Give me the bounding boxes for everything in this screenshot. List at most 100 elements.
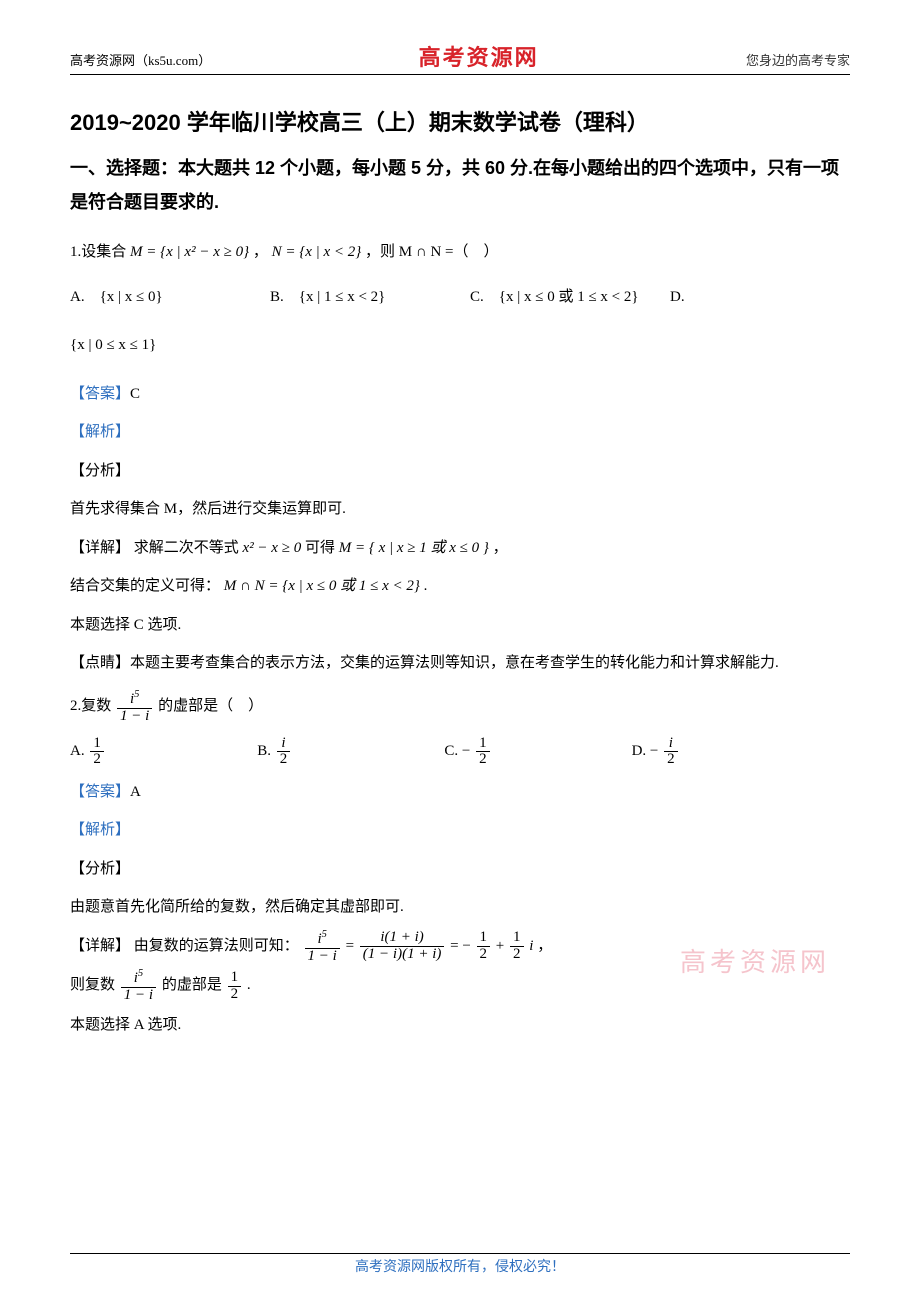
q1-fenxi: 首先求得集合 M，然后进行交集运算即可. [70, 492, 850, 527]
fn2: i(1 + i) [360, 930, 445, 947]
frac-sup5: 5 [134, 689, 139, 700]
fd2: (1 − i)(1 + i) [360, 947, 445, 963]
q2-answer-value: A [130, 784, 141, 800]
frac-den-1mi: 1 − i [117, 709, 152, 725]
eq2: = [450, 938, 458, 954]
q2-detail: 【详解】 由复数的运算法则可知： i5 1 − i = i(1 + i) (1 … [70, 929, 850, 965]
q2-line2-post: . [247, 978, 251, 994]
l2n: 1 [228, 970, 242, 987]
q2-fenxi: 由题意首先化简所给的复数，然后确定其虚部即可. [70, 890, 850, 925]
q2-frac1: i5 1 − i [305, 929, 340, 965]
q2-optD-frac: i 2 [664, 736, 678, 769]
n1c: 1 [476, 736, 490, 753]
q1-answer: 【答案】C [70, 377, 850, 412]
q1-detail2-set: M ∩ N = {x | x ≤ 0 或 1 ≤ x < 2} [224, 578, 420, 594]
fn3: 1 [477, 930, 491, 947]
q2-detail-pre: 由复数的运算法则可知： [134, 938, 299, 954]
q1-optB-text: B. {x | 1 ≤ x < 2} [270, 289, 385, 305]
q2-answer: 【答案】A [70, 775, 850, 810]
page: 高考资源网（ks5u.com） 高考资源网 您身边的高考专家 2019~2020… [0, 0, 920, 1302]
q2-optA-frac: 1 2 [90, 736, 104, 769]
q2-answer-label: 【答案】 [70, 784, 130, 800]
q1-fenxi-label: 【分析】 [70, 454, 850, 489]
q2-jiexi: 【解析】 [70, 813, 850, 848]
q1-detail-label: 【详解】 [70, 540, 130, 556]
q1-detail2-pre: 结合交集的定义可得： [70, 578, 220, 594]
q1-dianjing: 【点睛】本题主要考查集合的表示方法，交集的运算法则等知识，意在考查学生的转化能力… [70, 646, 850, 681]
fd4: 2 [510, 947, 524, 963]
q2-optD: D. − i 2 [632, 734, 819, 769]
q1-optA-text: A. {x | x ≤ 0} [70, 289, 163, 305]
q2-line2-frac2: 1 2 [228, 970, 242, 1003]
q2-stem-frac: i5 1 − i [117, 689, 152, 725]
page-footer: 高考资源网版权所有，侵权必究！ [70, 1253, 850, 1276]
q1-dianjing-label: 【点睛】 [70, 655, 130, 671]
header-left: 高考资源网（ks5u.com） [70, 50, 211, 69]
q1-optD-body-text: {x | 0 ≤ x ≤ 1} [70, 337, 156, 353]
q2-optB-frac: i 2 [277, 736, 291, 769]
q1-answer-value: C [130, 386, 140, 402]
q1-jiexi: 【解析】 [70, 415, 850, 450]
q1-choose: 本题选择 C 选项. [70, 608, 850, 643]
q2-line2-pre: 则复数 [70, 978, 119, 994]
answer-label: 【答案】 [70, 386, 130, 402]
ni: i [277, 736, 291, 753]
q2-frac4: 1 2 [510, 930, 524, 963]
q2-optC: C. − 1 2 [444, 734, 631, 769]
q1-stem-suffix: ，则 M ∩ N =（ ） [365, 244, 498, 260]
q2-optD-label: D. [632, 743, 647, 759]
q1-stem: 1.设集合 M = {x | x² − x ≥ 0} ， N = {x | x … [70, 235, 850, 270]
q1-detail1-set: M = { x | x ≥ 1 或 x ≤ 0 } [339, 540, 489, 556]
q1-optD-body: {x | 0 ≤ x ≤ 1} [70, 328, 850, 363]
header-center-logo: 高考资源网 [419, 40, 539, 72]
q1-optD-label: D. [670, 280, 720, 315]
q1-optC: C. {x | x ≤ 0 或 1 ≤ x < 2} [470, 280, 670, 315]
q1-detail1-pre: 求解二次不等式 [134, 540, 243, 556]
q1-detail2: 结合交集的定义可得： M ∩ N = {x | x ≤ 0 或 1 ≤ x < … [70, 569, 850, 604]
q1-optB: B. {x | 1 ≤ x < 2} [270, 280, 470, 315]
q1-options: A. {x | x ≤ 0} B. {x | 1 ≤ x < 2} C. {x … [70, 280, 850, 315]
q1-set-N: N = {x | x < 2} [272, 244, 362, 260]
q1-detail1-post: ， [493, 540, 508, 556]
q1-optC-text: C. {x | x ≤ 0 或 1 ≤ x < 2} [470, 289, 639, 305]
q1-optD-label-text: D. [670, 289, 685, 305]
q2-line2-frac1: i5 1 − i [121, 968, 156, 1004]
q2-optC-frac: 1 2 [476, 736, 490, 769]
q2-fenxi-label: 【分析】 [70, 852, 850, 887]
q1-detail1-ineq: x² − x ≥ 0 [243, 540, 302, 556]
q2-optB-label: B. [257, 743, 271, 759]
m2: − [462, 938, 470, 954]
fs1: 5 [322, 929, 327, 940]
q1-set-M: M = {x | x² − x ≥ 0} [130, 244, 249, 260]
q1-detail1: 【详解】 求解二次不等式 x² − x ≥ 0 可得 M = { x | x ≥… [70, 531, 850, 566]
q2-optB: B. i 2 [257, 734, 444, 769]
d2: 2 [90, 752, 104, 768]
exam-title: 2019~2020 学年临川学校高三（上）期末数学试卷（理科） [70, 105, 850, 137]
q1-detail2-post: . [424, 578, 428, 594]
q2-frac2: i(1 + i) (1 − i)(1 + i) [360, 930, 445, 963]
q2-detail-post: ， [537, 938, 552, 954]
d2b: 2 [277, 752, 291, 768]
q2-frac3: 1 2 [477, 930, 491, 963]
fd1: 1 − i [305, 949, 340, 965]
d2d: 2 [664, 752, 678, 768]
n1: 1 [90, 736, 104, 753]
q2-stem-prefix: 2.复数 [70, 698, 115, 714]
eq1: = [346, 938, 354, 954]
q2-optA: A. 1 2 [70, 734, 257, 769]
minusD: − [650, 743, 658, 759]
l2den: 2 [228, 987, 242, 1003]
l2s: 5 [138, 968, 143, 979]
q2-choose: 本题选择 A 选项. [70, 1008, 850, 1043]
q2-stem: 2.复数 i5 1 − i 的虚部是（ ） [70, 689, 850, 725]
q2-line2: 则复数 i5 1 − i 的虚部是 1 2 . [70, 968, 850, 1004]
q1-optA: A. {x | x ≤ 0} [70, 280, 270, 315]
header-right: 您身边的高考专家 [746, 50, 850, 69]
d2c: 2 [476, 752, 490, 768]
q2-line2-mid: 的虚部是 [162, 978, 226, 994]
minusC: − [462, 743, 470, 759]
q1-stem-prefix: 1.设集合 [70, 244, 130, 260]
fd3: 2 [477, 947, 491, 963]
fn4: 1 [510, 930, 524, 947]
q2-optC-label: C. [444, 743, 458, 759]
